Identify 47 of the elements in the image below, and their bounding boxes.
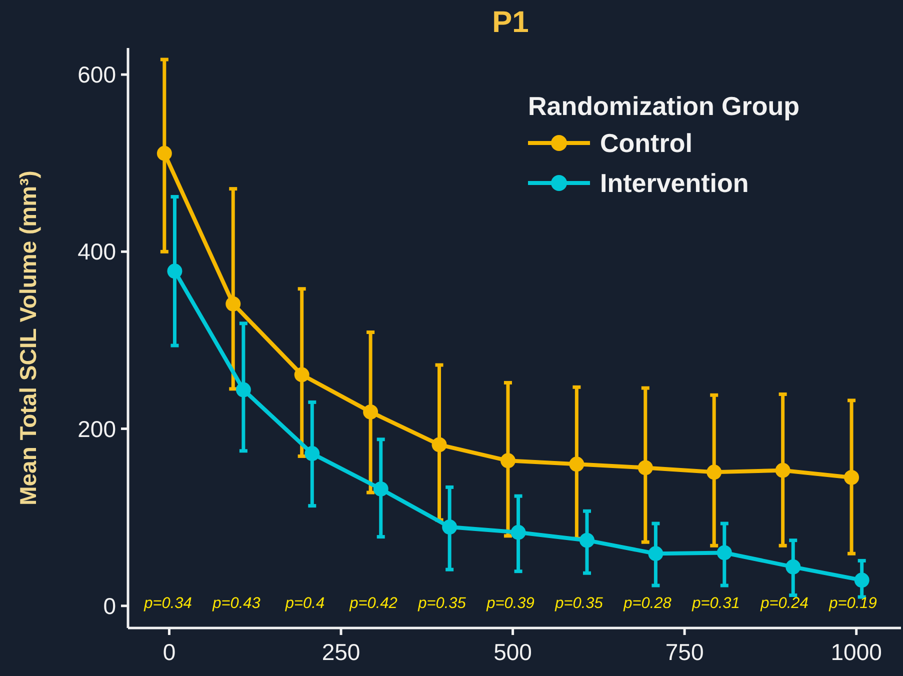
- legend-label: Control: [600, 128, 692, 158]
- chart-title: P1: [492, 6, 529, 39]
- point: [579, 532, 594, 548]
- point: [844, 470, 860, 485]
- point: [638, 460, 653, 476]
- point: [648, 546, 664, 562]
- point: [775, 462, 790, 478]
- annotation: p=0.28: [622, 595, 672, 612]
- point: [363, 404, 378, 420]
- annotation: p=0.35: [554, 595, 604, 612]
- x-tick-label: 500: [494, 639, 532, 665]
- point: [854, 572, 870, 588]
- y-tick-label: 600: [78, 62, 116, 88]
- point: [706, 464, 722, 480]
- point: [236, 382, 251, 398]
- x-tick-label: 1000: [830, 639, 882, 665]
- point: [304, 446, 320, 462]
- point: [373, 481, 388, 496]
- point: [569, 456, 584, 472]
- point: [294, 367, 310, 382]
- annotation: p=0.43: [212, 595, 261, 612]
- annotation: p=0.4: [284, 595, 325, 612]
- x-tick-label: 250: [322, 639, 360, 665]
- point: [432, 437, 447, 452]
- legend-title: Randomization Group: [528, 91, 800, 121]
- y-tick-label: 0: [103, 592, 116, 619]
- point: [510, 524, 526, 540]
- point: [156, 146, 172, 161]
- point: [226, 296, 241, 312]
- annotation: p=0.39: [486, 595, 535, 612]
- annotation: p=0.35: [417, 595, 466, 612]
- y-tick-label: 400: [78, 238, 116, 265]
- point: [167, 264, 182, 279]
- point: [442, 520, 458, 535]
- y-tick-label: 200: [78, 416, 116, 442]
- x-tick-label: 750: [665, 639, 704, 665]
- point: [786, 559, 801, 574]
- legend-label: Intervention: [600, 168, 749, 198]
- point: [500, 453, 516, 468]
- point: [716, 545, 732, 560]
- annotation: p=0.31: [691, 595, 740, 612]
- annotation: p=0.19: [828, 595, 878, 612]
- y-axis-title: Mean Total SCIL Volume (mm³): [15, 170, 41, 506]
- annotation: p=0.34: [143, 595, 192, 612]
- annotation: p=0.42: [348, 595, 398, 612]
- annotation: p=0.24: [760, 595, 809, 612]
- x-tick-label: 0: [162, 639, 176, 665]
